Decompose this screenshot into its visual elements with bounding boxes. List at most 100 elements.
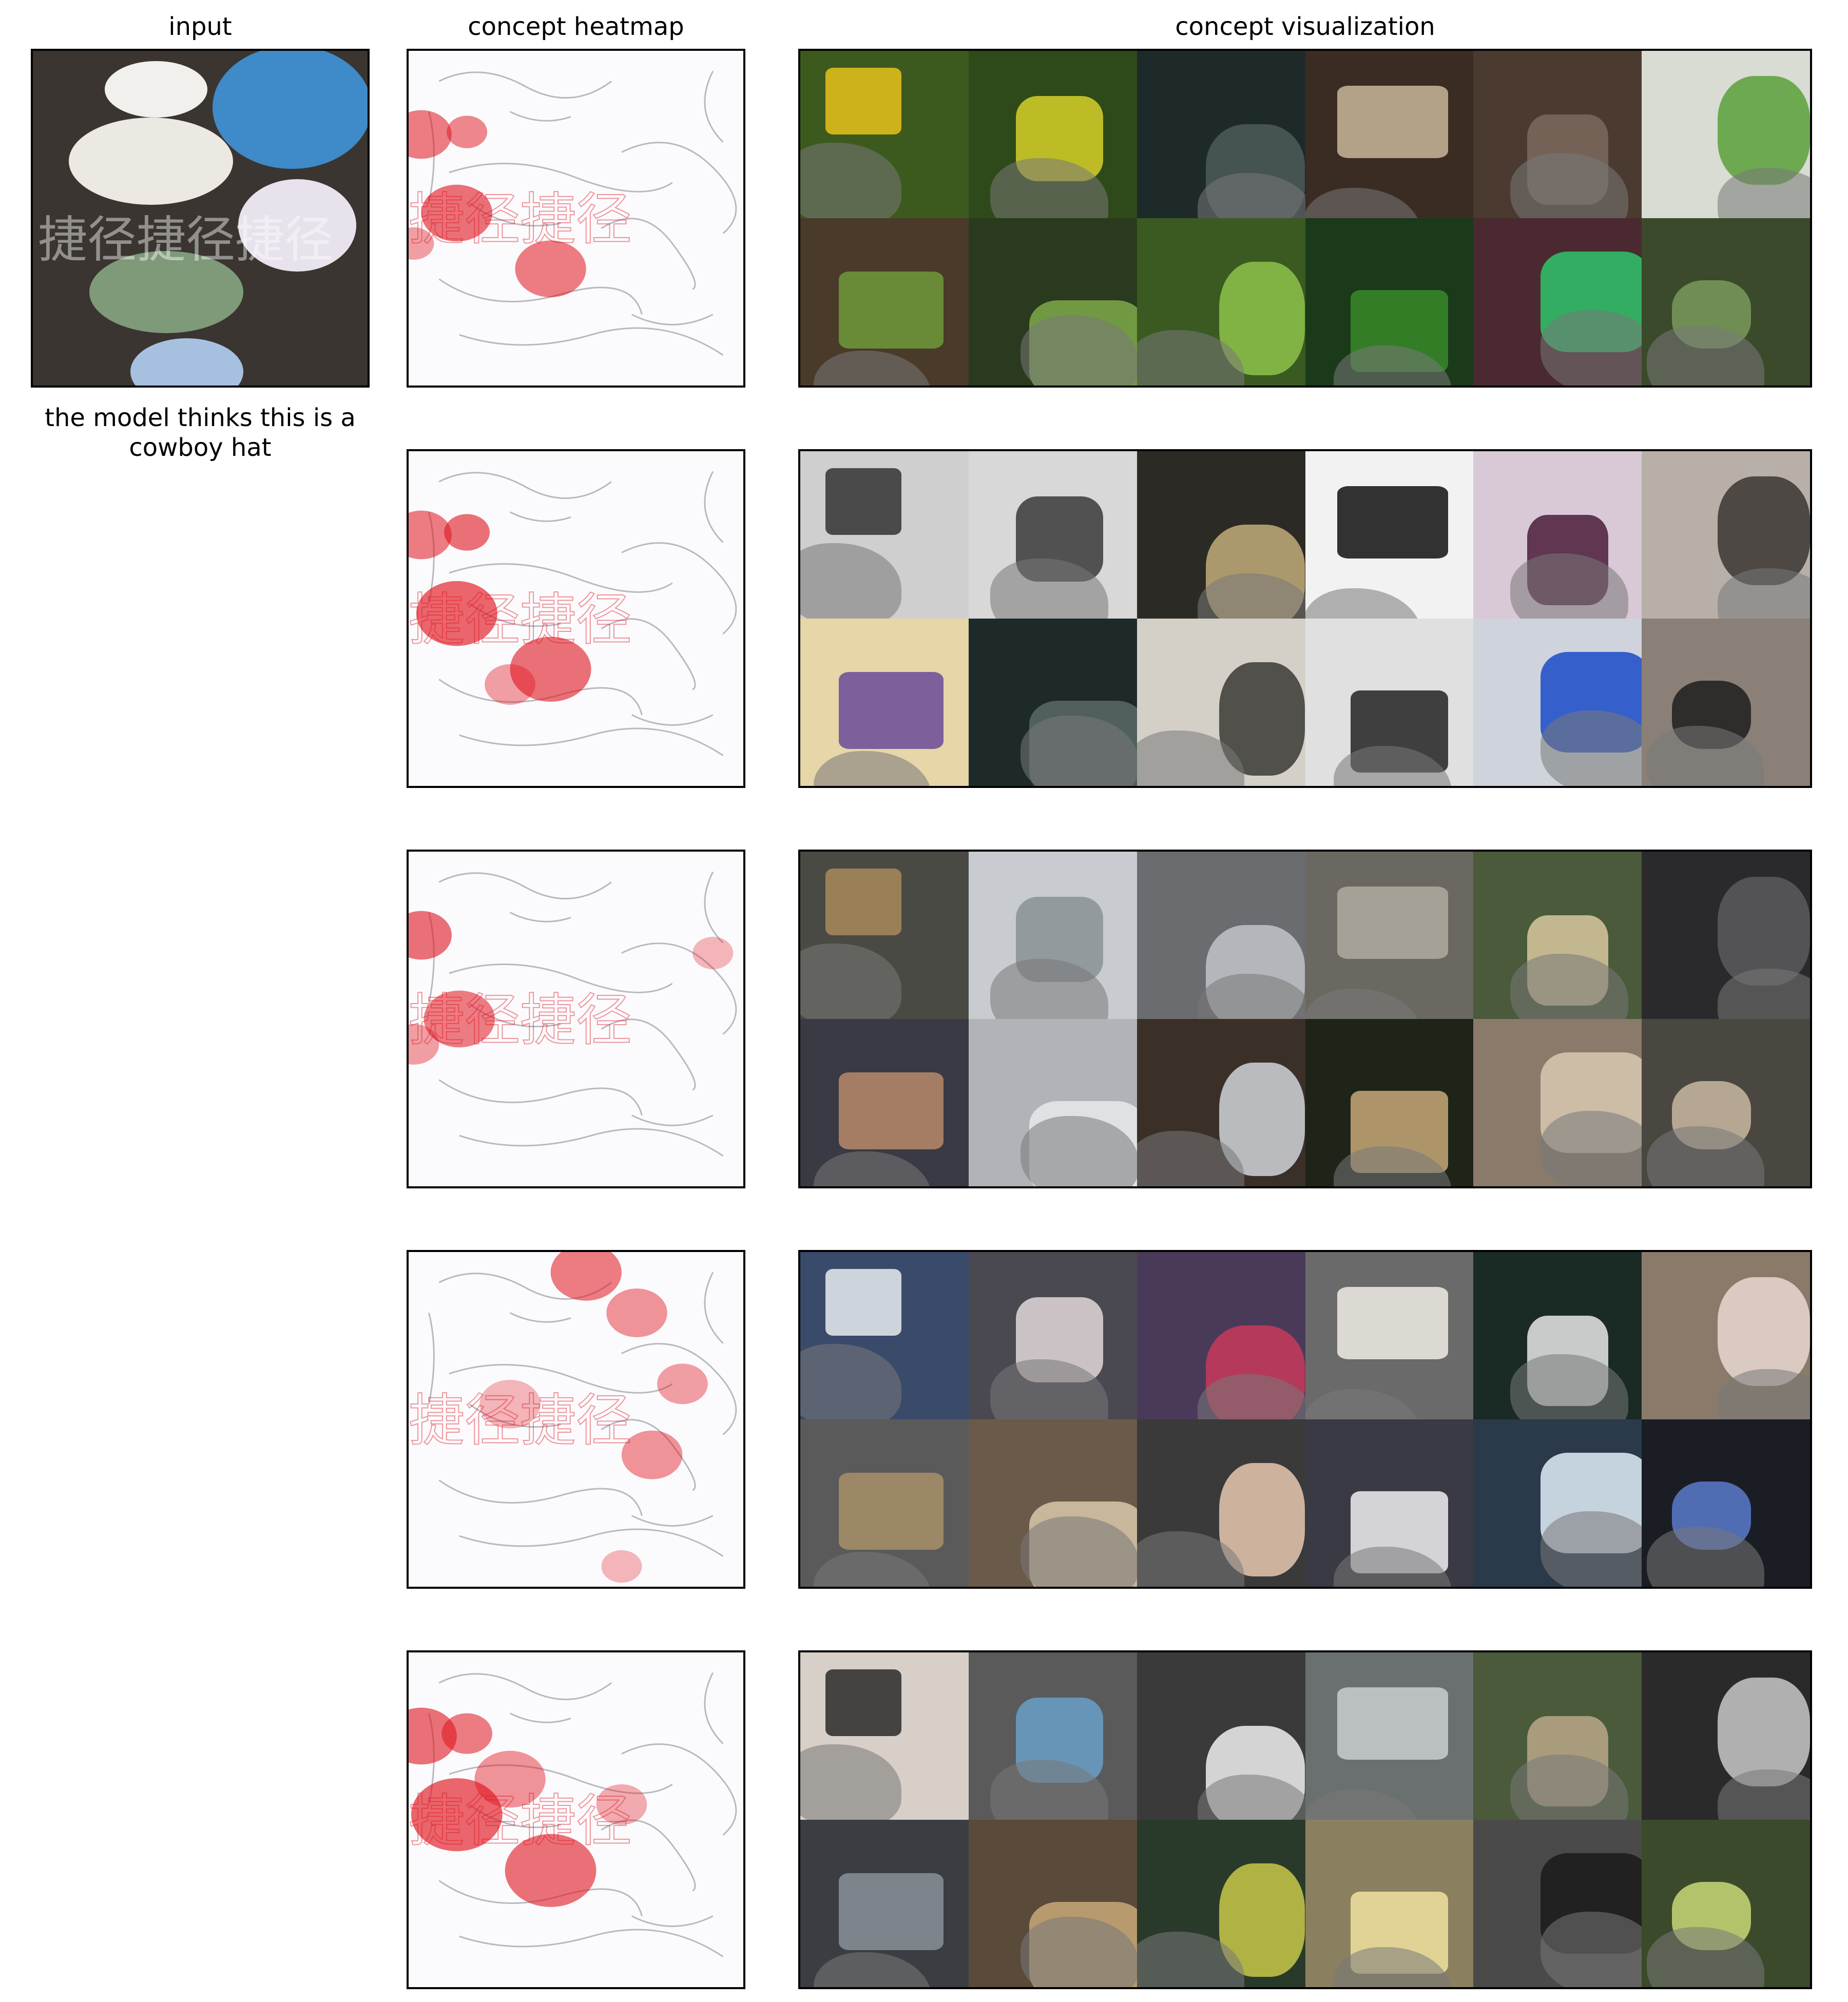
- heat-region: [444, 514, 490, 551]
- tile-mask: [1334, 745, 1452, 786]
- tile-subject: [1541, 1453, 1642, 1553]
- tile-subject: [1672, 1481, 1751, 1550]
- tile-subject: [1717, 75, 1810, 185]
- heatmap-edge: [449, 163, 673, 192]
- concept-tile-crossword-purple: [1473, 451, 1642, 619]
- heatmap-watermark: 捷径捷径: [409, 187, 632, 252]
- tile-mask: [1510, 152, 1628, 218]
- heatmap-edge: [704, 1672, 724, 1744]
- concept-tile-crossword-newspaper: [800, 451, 969, 619]
- heatmap-edge: [509, 1712, 571, 1723]
- concept-tile-pepper-plant: [1305, 218, 1474, 386]
- tile-mask: [1510, 553, 1628, 619]
- heat-region: [621, 1430, 683, 1479]
- heatmap-edge: [601, 1819, 696, 1892]
- tile-mask: [990, 558, 1108, 619]
- tile-subject: [1029, 300, 1137, 386]
- hat-green: [89, 251, 243, 333]
- concept-visualization-5: [798, 1650, 1812, 1989]
- concept-tile-yellow-flower: [800, 51, 969, 218]
- heat-region: [409, 1024, 439, 1065]
- heatmap-edge: [704, 1272, 724, 1344]
- heat-region: [606, 1288, 667, 1337]
- concept-tile-cabinet-door: [800, 1019, 969, 1186]
- tile-mask: [990, 1359, 1108, 1419]
- tile-mask: [1717, 568, 1810, 619]
- tile-mask: [800, 944, 901, 1019]
- tile-mask: [800, 543, 901, 619]
- tile-mask: [1541, 1111, 1642, 1186]
- tile-mask: [1510, 1754, 1628, 1820]
- concept-tile-child-hand: [1137, 1419, 1305, 1587]
- concept-tile-split-fence: [1473, 1652, 1642, 1820]
- tile-subject: [1717, 476, 1810, 585]
- tile-subject: [1527, 915, 1608, 1006]
- heat-region: [479, 1379, 541, 1429]
- heatmap-edge: [621, 542, 737, 634]
- concept-tile-leaf-close-up: [968, 218, 1137, 386]
- tile-subject: [1541, 1853, 1642, 1954]
- concept-tile-porcelain-figures: [800, 1252, 969, 1419]
- tile-mask: [1305, 1389, 1421, 1419]
- tile-mask: [1305, 188, 1421, 218]
- concept-heatmap-2: 捷径捷径: [407, 449, 745, 788]
- tile-subject: [1337, 1687, 1449, 1760]
- tile-mask: [990, 158, 1108, 218]
- tile-mask: [1197, 172, 1305, 218]
- tile-subject: [839, 272, 944, 349]
- tile-subject: [1206, 1726, 1305, 1820]
- concept-tile-cup-handle: [1305, 1419, 1474, 1587]
- concept-tile-crossword-tilt: [1137, 619, 1305, 786]
- concept-tile-yellow-grid: [1305, 1820, 1474, 1987]
- tile-mask: [1646, 725, 1765, 786]
- tile-subject: [839, 672, 944, 749]
- tile-mask: [1305, 588, 1421, 619]
- visualization-title: concept visualization: [1175, 12, 1435, 41]
- concept-tile-bicycles: [968, 1652, 1137, 1820]
- tile-mask: [1137, 330, 1245, 386]
- heatmap-edge: [469, 1403, 561, 1428]
- tile-subject: [825, 468, 901, 535]
- heatmap-edge: [631, 1915, 714, 1927]
- tile-subject: [1029, 1901, 1137, 1987]
- heat-region: [411, 1778, 503, 1852]
- tile-mask: [1021, 716, 1137, 786]
- tile-mask: [1197, 1374, 1305, 1419]
- tile-subject: [1527, 1716, 1608, 1806]
- tile-subject: [1351, 1091, 1449, 1173]
- tile-subject: [1219, 1462, 1305, 1577]
- concept-tile-metal-pipes: [1642, 1652, 1810, 1820]
- heatmap-edge: [438, 472, 612, 499]
- prediction-caption: the model thinks this is a cowboy hat: [45, 403, 356, 462]
- tile-subject: [839, 1473, 944, 1550]
- heat-region: [441, 1713, 492, 1754]
- heatmap-edge: [449, 1764, 673, 1794]
- tile-mask: [1137, 1131, 1245, 1186]
- tile-mask: [814, 1952, 932, 1987]
- heatmap-edge: [631, 314, 714, 325]
- tile-subject: [1541, 1052, 1642, 1153]
- concept-tile-crossword-angle: [1642, 451, 1810, 619]
- concept-tile-man-in-hat: [968, 619, 1137, 786]
- tile-subject: [1717, 1677, 1810, 1786]
- tile-mask: [800, 143, 901, 218]
- tile-subject: [839, 1873, 944, 1951]
- tile-subject: [1351, 690, 1449, 773]
- tile-subject: [1206, 1325, 1305, 1419]
- concept-tile-rails-pattern: [1137, 1652, 1305, 1820]
- tile-mask: [1137, 730, 1245, 786]
- heat-region: [485, 664, 535, 705]
- tile-mask: [1510, 1354, 1628, 1419]
- tile-subject: [1029, 1501, 1137, 1587]
- tile-subject: [1351, 1892, 1449, 1974]
- concept-tile-white-machine: [968, 1019, 1137, 1186]
- concept-heatmap-5: 捷径捷径: [407, 1650, 745, 1989]
- concept-heatmap-4: 捷径捷径: [407, 1250, 745, 1589]
- tile-mask: [1541, 1511, 1642, 1587]
- concept-tile-green-leaves: [1642, 51, 1810, 218]
- heat-region: [550, 1252, 622, 1301]
- tile-mask: [1541, 710, 1642, 786]
- concept-tile-sunglasses: [968, 1252, 1137, 1419]
- tile-mask: [1021, 1116, 1137, 1186]
- concept-heatmap-1: 捷径捷径: [407, 49, 745, 388]
